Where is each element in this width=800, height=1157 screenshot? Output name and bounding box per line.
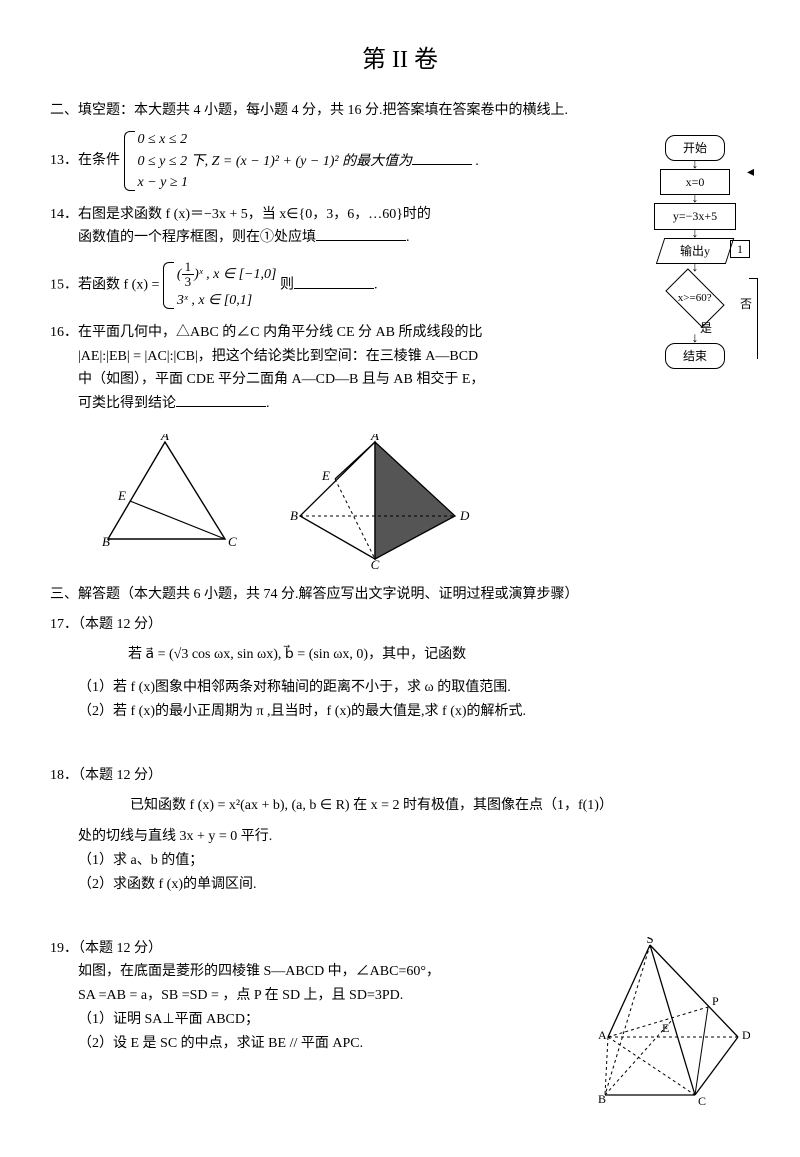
tetrahedron-figure: A B C D E	[280, 434, 470, 569]
question-14: 14．右图是求函数 f (x)＝−3x + 5，当 x∈{0，3，6，…60}时…	[50, 203, 750, 251]
q16-l1: 16．在平面几何中，△ABC 的∠C 内角平分线 CE 分 AB 所成线段的比	[50, 321, 750, 345]
blank-16	[176, 392, 266, 407]
svg-text:E: E	[117, 488, 126, 503]
blank-14	[316, 226, 406, 241]
q13-sys2: 0 ≤ y ≤ 2 下, Z = (x − 1)² + (y − 1)² 的最大…	[138, 154, 413, 169]
q15-frac-num: 1	[182, 260, 195, 275]
section-3-head: 三、解答题（本大题共 6 小题，共 74 分.解答应写出文字说明、证明过程或演算…	[50, 583, 750, 607]
q15-prefix: 15．若函数 f (x) =	[50, 278, 163, 293]
q13-sys3: x − y ≥ 1	[138, 172, 480, 193]
svg-text:E: E	[662, 1021, 669, 1035]
question-13: 13．在条件 0 ≤ x ≤ 2 0 ≤ y ≤ 2 下, Z = (x − 1…	[50, 129, 750, 193]
svg-text:A: A	[598, 1028, 607, 1042]
svg-text:A: A	[370, 434, 379, 443]
page-title: 第 II 卷	[50, 40, 750, 81]
q18-l2: 处的切线与直线 3x + y = 0 平行.	[50, 825, 750, 849]
triangle-figure: A B C E	[90, 434, 240, 554]
q18-head: 18．（本题 12 分）	[50, 764, 750, 788]
q15-r2: 3ˣ , x ∈ [0,1]	[177, 290, 277, 311]
question-15: 15．若函数 f (x) = (13)ˣ , x ∈ [−1,0] 3ˣ , x…	[50, 260, 750, 311]
pyramid-figure: S A B C D P E	[580, 937, 750, 1107]
q18-l4: （2）求函数 f (x)的单调区间.	[50, 873, 750, 897]
q16-l3: 中（如图），平面 CDE 平分二面角 A—CD—B 且与 AB 相交于 E，	[50, 368, 750, 392]
blank-15	[294, 274, 374, 289]
question-19: S A B C D P E 19．（本题 12 分） 如图，在底面是菱形的四棱锥…	[50, 937, 750, 1107]
q15-mid: 则	[280, 278, 294, 293]
q14-l2: 函数值的一个程序框图，则在①处应填	[78, 230, 316, 245]
svg-text:C: C	[228, 534, 237, 549]
q17-l1: 若 a⃗ = (√3 cos ωx, sin ωx), b⃗ = (sin ωx…	[100, 643, 750, 667]
svg-text:D: D	[459, 508, 470, 523]
blank-13	[412, 150, 472, 165]
svg-text:B: B	[598, 1092, 606, 1106]
svg-text:B: B	[290, 508, 298, 523]
question-18: 18．（本题 12 分） 已知函数 f (x) = x²(ax + b), (a…	[50, 764, 750, 897]
question-16: 16．在平面几何中，△ABC 的∠C 内角平分线 CE 分 AB 所成线段的比 …	[50, 321, 750, 416]
q18-l3: （1）求 a、b 的值；	[50, 849, 750, 873]
svg-text:C: C	[371, 557, 380, 569]
q16-l4: 可类比得到结论	[78, 396, 176, 411]
svg-text:E: E	[321, 468, 330, 483]
svg-text:S: S	[646, 937, 653, 946]
q17-head: 17．（本题 12 分）	[50, 613, 750, 637]
q13-sys1: 0 ≤ x ≤ 2	[138, 129, 480, 150]
svg-text:B: B	[102, 534, 110, 549]
q16-figures: A B C E A B C D E	[90, 434, 750, 569]
svg-text:D: D	[742, 1028, 750, 1042]
q16-l2: |AE|:|EB| = |AC|:|CB|，把这个结论类比到空间：在三棱锥 A—…	[50, 345, 750, 369]
q15-r1b: )ˣ , x ∈ [−1,0]	[194, 267, 276, 282]
q15-frac-den: 3	[182, 275, 195, 289]
svg-text:A: A	[160, 434, 169, 443]
svg-text:C: C	[698, 1094, 706, 1107]
section-2-head: 二、填空题：本大题共 4 小题，每小题 4 分，共 16 分.把答案填在答案卷中…	[50, 99, 750, 123]
question-17: 17．（本题 12 分） 若 a⃗ = (√3 cos ωx, sin ωx),…	[50, 613, 750, 724]
svg-text:P: P	[712, 994, 719, 1008]
q17-l2: （1）若 f (x)图象中相邻两条对称轴间的距离不小于，求 ω 的取值范围.	[50, 676, 750, 700]
q18-l1: 已知函数 f (x) = x²(ax + b), (a, b ∈ R) 在 x …	[130, 794, 750, 818]
q14-l1: 14．右图是求函数 f (x)＝−3x + 5，当 x∈{0，3，6，…60}时…	[50, 203, 750, 227]
q17-l3: （2）若 f (x)的最小正周期为 π ,且当时，f (x)的最大值是,求 f …	[50, 700, 750, 724]
q13-prefix: 13．在条件	[50, 153, 120, 168]
